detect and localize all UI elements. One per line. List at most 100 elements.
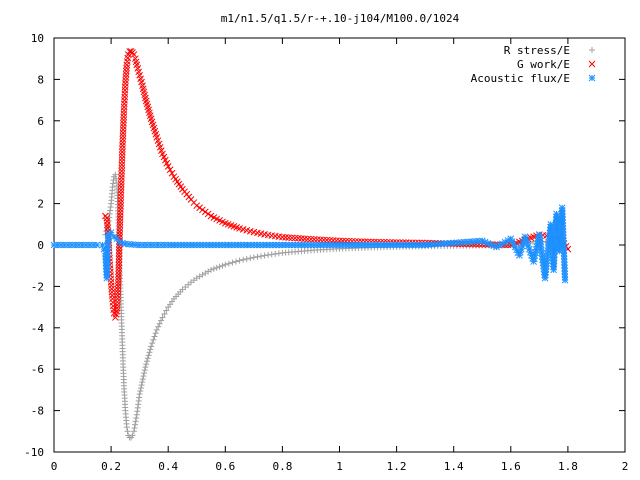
data-point — [124, 428, 131, 435]
data-point — [114, 289, 122, 296]
data-point — [122, 67, 130, 75]
data-point — [113, 301, 121, 309]
data-point — [123, 424, 130, 431]
data-point — [291, 241, 299, 249]
x-tick-label: 0 — [51, 460, 58, 473]
data-point — [118, 167, 125, 175]
data-point — [144, 355, 151, 362]
data-point — [122, 77, 129, 84]
x-tick-label: 1 — [336, 460, 343, 473]
data-point — [122, 70, 130, 78]
data-point — [313, 236, 321, 243]
y-tick-label: -4 — [31, 322, 45, 335]
data-point — [216, 263, 223, 270]
legend-marker — [588, 60, 596, 68]
data-point — [367, 241, 375, 249]
data-point — [118, 155, 126, 162]
data-point — [120, 116, 127, 124]
data-point — [149, 340, 156, 347]
data-point — [119, 126, 127, 133]
data-point — [119, 132, 127, 140]
data-point — [231, 241, 239, 249]
data-point — [237, 241, 245, 249]
data-point — [317, 241, 324, 249]
data-point — [208, 266, 215, 273]
data-point — [320, 241, 327, 249]
y-tick-label: -2 — [31, 280, 44, 293]
data-point — [210, 265, 217, 272]
y-tick-label: 4 — [37, 156, 44, 169]
data-point — [120, 113, 128, 121]
y-tick-label: 0 — [37, 239, 44, 252]
data-point — [131, 424, 138, 431]
data-point — [103, 268, 111, 276]
data-point — [113, 175, 120, 182]
data-point — [116, 215, 124, 223]
data-point — [112, 171, 119, 178]
data-point — [115, 252, 123, 260]
data-point — [130, 428, 137, 435]
data-point — [118, 151, 126, 159]
data-point — [229, 259, 236, 266]
data-point — [156, 320, 163, 327]
data-point — [113, 307, 121, 315]
data-point — [550, 257, 558, 264]
x-tick-label: 2 — [622, 460, 629, 473]
data-point — [142, 364, 149, 371]
y-tick-label: 2 — [37, 198, 44, 211]
data-point — [103, 274, 111, 282]
data-point — [202, 241, 210, 249]
data-point — [383, 241, 391, 249]
data-point — [301, 235, 308, 243]
data-point — [117, 190, 125, 197]
data-point — [254, 253, 261, 260]
data-point — [196, 204, 203, 212]
data-point — [380, 241, 388, 249]
data-point — [133, 415, 140, 422]
data-point — [116, 228, 124, 235]
data-point — [560, 252, 568, 260]
data-point — [132, 421, 139, 428]
data-point — [129, 432, 136, 439]
data-point — [261, 252, 268, 259]
data-point — [139, 376, 146, 383]
data-point — [163, 307, 170, 314]
data-point — [115, 270, 122, 278]
data-point — [233, 258, 240, 265]
data-point — [117, 199, 124, 207]
data-point — [118, 148, 126, 156]
data-point — [113, 304, 121, 312]
data-point — [118, 164, 126, 172]
data-point — [117, 196, 125, 204]
data-point — [155, 323, 162, 330]
data-point — [285, 241, 293, 249]
data-point — [139, 379, 146, 386]
data-point — [371, 241, 378, 249]
data-point — [247, 255, 254, 262]
data-point — [213, 264, 220, 271]
data-point — [547, 220, 555, 228]
data-point — [116, 218, 124, 226]
data-point — [114, 286, 122, 293]
data-point — [282, 234, 289, 241]
series-2 — [102, 48, 572, 321]
x-tick-label: 1.8 — [558, 460, 578, 473]
x-tick-label: 0.2 — [101, 460, 121, 473]
data-point — [285, 234, 293, 241]
data-point — [348, 241, 356, 249]
data-point — [193, 202, 201, 210]
data-point — [137, 385, 144, 392]
data-point — [115, 276, 122, 284]
data-point — [298, 235, 305, 242]
legend-marker — [588, 74, 596, 82]
data-point — [132, 418, 139, 425]
data-point — [119, 123, 127, 130]
data-point — [560, 258, 568, 266]
data-point — [115, 246, 123, 254]
data-point — [115, 261, 123, 269]
data-point — [93, 241, 101, 249]
series-3 — [50, 204, 569, 284]
data-point — [140, 373, 147, 380]
